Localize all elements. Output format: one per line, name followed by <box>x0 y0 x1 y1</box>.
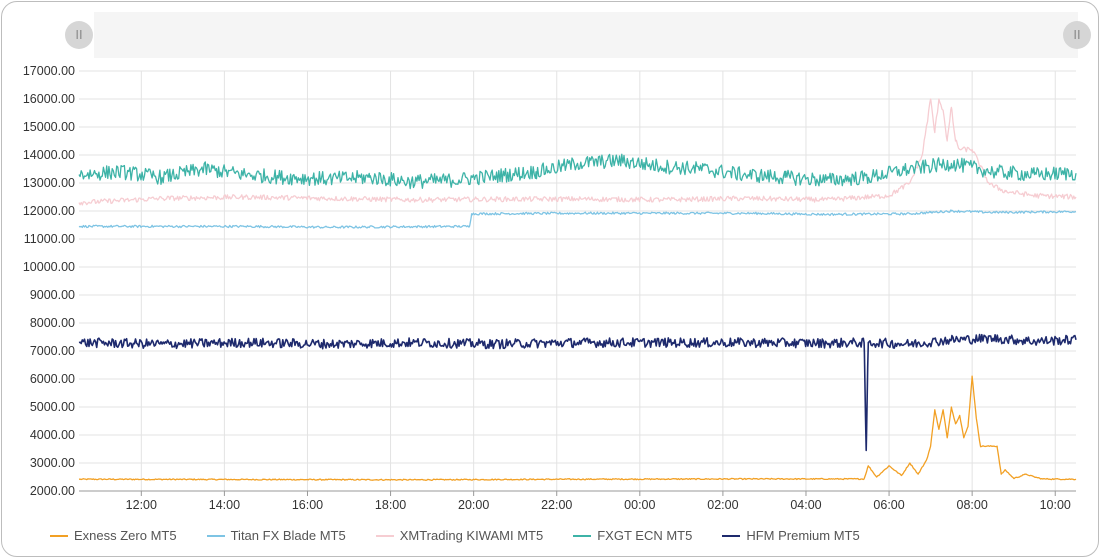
range-slider-right-handle[interactable]: II <box>1063 21 1091 49</box>
legend-swatch <box>50 534 68 537</box>
y-tick-label: 17000.00 <box>23 64 75 78</box>
chart-legend: Exness Zero MT5 Titan FX Blade MT5 XMTradi… <box>50 528 890 543</box>
x-tick-label: 14:00 <box>209 498 240 512</box>
legend-label: FXGT ECN MT5 <box>597 528 693 543</box>
x-tick-label: 18:00 <box>375 498 406 512</box>
series-line-xmtrading-kiwami-mt5 <box>78 98 1077 206</box>
x-tick-label: 06:00 <box>873 498 904 512</box>
legend-item[interactable]: HFM Premium MT5 <box>722 528 860 543</box>
y-tick-label: 14000.00 <box>23 148 75 162</box>
y-tick-label: 2000.00 <box>30 484 75 498</box>
legend-swatch <box>206 534 225 537</box>
y-tick-label: 16000.00 <box>23 92 75 106</box>
legend-item[interactable]: Exness Zero MT5 <box>50 528 177 543</box>
series-line-exness-zero-mt5 <box>78 375 1077 481</box>
y-tick-label: 15000.00 <box>23 120 75 134</box>
y-tick-label: 7000.00 <box>30 344 75 358</box>
legend-item[interactable]: FXGT ECN MT5 <box>573 528 692 543</box>
legend-item[interactable]: Titan FX Blade MT5 <box>206 528 346 543</box>
y-tick-label: 10000.00 <box>23 260 75 274</box>
range-slider-track[interactable] <box>94 12 1078 58</box>
legend-swatch <box>722 534 741 537</box>
y-tick-label: 5000.00 <box>30 400 75 414</box>
x-tick-label: 16:00 <box>292 498 323 512</box>
series-line-hfm-premium-mt5 <box>78 333 1077 452</box>
series-line-fxgt-ecn-mt5 <box>78 153 1077 190</box>
range-slider-left-handle[interactable]: II <box>65 21 93 49</box>
y-tick-label: 9000.00 <box>30 288 75 302</box>
legend-label: HFM Premium MT5 <box>746 528 860 543</box>
legend-label: XMTrading KIWAMI MT5 <box>399 528 544 543</box>
y-tick-label: 12000.00 <box>23 204 75 218</box>
y-tick-label: 8000.00 <box>30 316 75 330</box>
x-tick-label: 20:00 <box>458 498 489 512</box>
legend-label: Titan FX Blade MT5 <box>230 528 346 543</box>
x-tick-label: 22:00 <box>541 498 572 512</box>
x-tick-label: 04:00 <box>790 498 821 512</box>
y-tick-label: 6000.00 <box>30 372 75 386</box>
x-tick-label: 00:00 <box>624 498 655 512</box>
y-tick-label: 13000.00 <box>23 176 75 190</box>
x-tick-label: 10:00 <box>1040 498 1071 512</box>
x-tick-label: 12:00 <box>126 498 157 512</box>
y-tick-label: 11000.00 <box>24 232 75 246</box>
x-tick-label: 08:00 <box>957 498 988 512</box>
legend-item[interactable]: XMTrading KIWAMI MT5 <box>375 528 544 543</box>
x-tick-label: 02:00 <box>707 498 738 512</box>
legend-swatch <box>375 534 394 537</box>
legend-swatch <box>573 534 592 537</box>
y-tick-label: 4000.00 <box>30 428 75 442</box>
legend-label: Exness Zero MT5 <box>74 528 177 543</box>
series-line-titan-fx-blade-mt5 <box>78 209 1077 229</box>
y-tick-label: 3000.00 <box>30 456 75 470</box>
